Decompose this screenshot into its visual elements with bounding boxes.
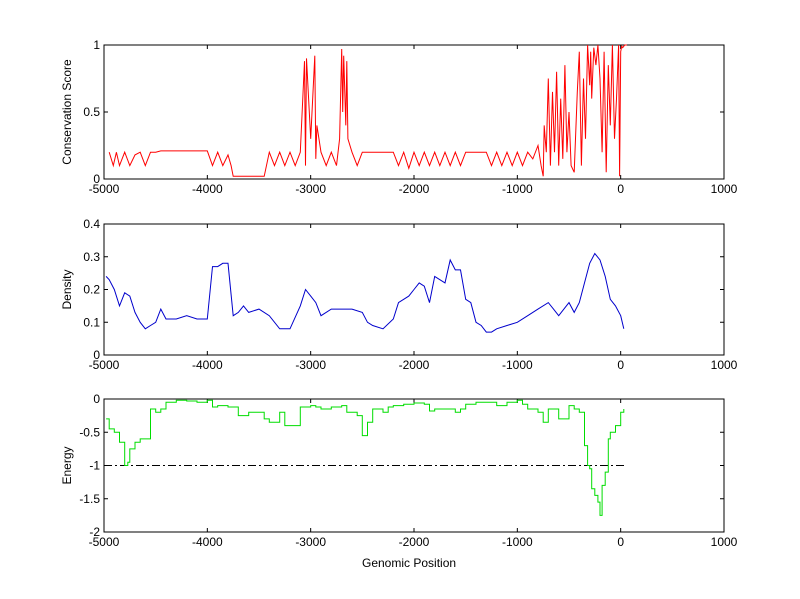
y-tick-label: -1 [89, 459, 100, 473]
y-tick-label: 0.2 [83, 283, 100, 297]
energy-series-line [106, 399, 625, 516]
x-tick-label: -3000 [295, 535, 326, 549]
x-tick-label: -5000 [89, 358, 120, 372]
x-tick-label: -5000 [89, 182, 120, 196]
y-tick-label: 0.4 [83, 217, 100, 231]
x-tick-label: 0 [617, 535, 624, 549]
y-tick-label: 0 [93, 348, 100, 362]
x-tick-label: -2000 [399, 535, 430, 549]
x-tick-label: -5000 [89, 535, 120, 549]
y-tick-label: 0 [93, 392, 100, 406]
x-tick-label: -1000 [502, 182, 533, 196]
x-tick-label: -4000 [192, 182, 223, 196]
y-tick-label: -0.5 [79, 425, 100, 439]
x-tick-label: -4000 [192, 535, 223, 549]
x-tick-label: -3000 [295, 182, 326, 196]
x-tick-label: -1000 [502, 535, 533, 549]
x-tick-label: -3000 [295, 358, 326, 372]
x-tick-label: 1000 [711, 182, 738, 196]
x-tick-label: 0 [617, 182, 624, 196]
x-tick-label: 1000 [711, 358, 738, 372]
y-tick-label: 0.1 [83, 315, 100, 329]
conservation-axes-box [103, 44, 725, 180]
y-tick-label: -1.5 [79, 492, 100, 506]
x-tick-label: -2000 [399, 358, 430, 372]
x-tick-label: 1000 [711, 535, 738, 549]
x-tick-label: -2000 [399, 182, 430, 196]
y-tick-label: -2 [89, 525, 100, 539]
density-y-axis-label: Density [60, 269, 74, 309]
y-tick-label: 0.3 [83, 250, 100, 264]
x-tick-label: -1000 [502, 358, 533, 372]
y-tick-label: 1 [93, 38, 100, 52]
density-series-line [105, 252, 625, 333]
x-axis-label: Genomic Position [362, 556, 457, 570]
conservation-panel: -5000 -4000 -3000 -2000 -1000 0 1000 0 0.5 1 Conse… [60, 38, 738, 196]
x-tick-label: -4000 [192, 358, 223, 372]
y-tick-label: 0 [93, 172, 100, 186]
conservation-y-axis-label: Conservation Score [60, 59, 74, 165]
density-panel: -5000 -4000 -3000 -2000 -1000 0 1000 0 0.1 0.2 0.3… [60, 217, 738, 372]
energy-panel: -5000 -4000 -3000 -2000 -1000 0 1000 -2 -1.5 -1 -0… [60, 392, 738, 549]
y-tick-label: 0.5 [83, 105, 100, 119]
energy-y-axis-label: Energy [60, 446, 74, 484]
conservation-series-line [108, 44, 627, 177]
x-tick-label: 0 [617, 358, 624, 372]
